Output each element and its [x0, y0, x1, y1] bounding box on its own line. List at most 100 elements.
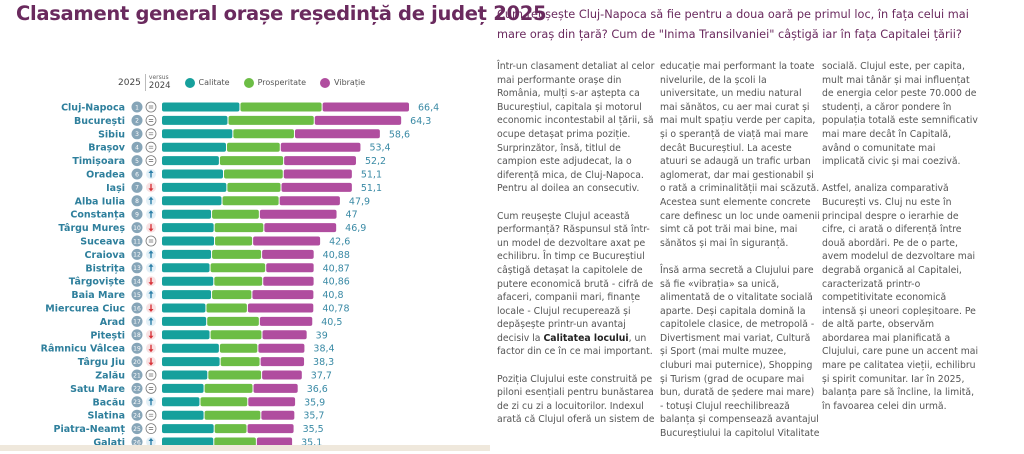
stacked-bar-chart: Cluj-Napoca 1 66,4 București 2 64,3 Sibiu 3 58,6… [41, 101, 439, 449]
total-label: 51,1 [361, 170, 382, 181]
total-label: 35,5 [303, 424, 324, 435]
bold-text: Calitatea locului [543, 332, 629, 344]
rank-number: 22 [133, 386, 141, 393]
bar-vibratie [314, 115, 402, 125]
equal-icon [145, 115, 157, 126]
bar-vibratie [260, 357, 305, 367]
rank-badge [131, 141, 143, 153]
bar-calitate [162, 343, 219, 353]
rank-number: 16 [133, 305, 141, 312]
bar-prosperitate [227, 182, 281, 192]
footer-band [0, 445, 490, 451]
bar-prosperitate [204, 383, 253, 393]
bar-prosperitate [219, 156, 284, 166]
bar-calitate [162, 169, 224, 179]
bar-calitate [162, 102, 240, 112]
rank-badge [131, 369, 143, 381]
rank-number: 18 [133, 332, 141, 339]
bar-calitate [162, 303, 206, 313]
bar-prosperitate [228, 115, 314, 125]
total-label: 53,4 [369, 143, 390, 154]
total-label: 35,1 [301, 438, 322, 449]
arrow-down-icon [148, 277, 154, 286]
city-label: Suceava [80, 237, 125, 248]
city-label: Bacău [93, 397, 125, 408]
city-label: Craiova [85, 250, 125, 261]
bar-vibratie [256, 437, 293, 447]
rank-badge [131, 382, 143, 394]
rank-number: 14 [133, 279, 141, 286]
arrow-up-icon [148, 250, 154, 258]
bar-prosperitate [212, 209, 259, 219]
rank-badge [131, 262, 143, 274]
bar-vibratie [283, 169, 352, 179]
city-label: Târgu Jiu [78, 357, 125, 368]
equal-icon [145, 423, 157, 435]
bar-vibratie [261, 410, 295, 420]
bar-vibratie [294, 129, 380, 139]
bar-vibratie [253, 383, 298, 393]
rank-badge [131, 275, 143, 287]
bar-calitate [162, 142, 226, 152]
legend-label: Prosperitate [257, 78, 307, 87]
arrow-down-icon [148, 183, 154, 192]
city-label: Sibiu [98, 129, 125, 140]
bar-prosperitate [212, 249, 262, 259]
rank-badge [131, 208, 143, 220]
total-label: 40,88 [323, 250, 350, 261]
legend-item-vibratie: Vibrație [320, 77, 365, 88]
total-label: 58,6 [389, 129, 410, 140]
rank-number: 1 [135, 104, 139, 111]
bar-calitate [162, 330, 210, 340]
rank-badge [131, 195, 143, 207]
bar-calitate [162, 263, 210, 273]
bar-calitate [162, 209, 212, 219]
rank-badge [131, 342, 143, 354]
bar-calitate [162, 316, 207, 326]
bar-prosperitate [206, 303, 247, 313]
arrow-up-icon [148, 317, 154, 325]
rank-number: 2 [135, 118, 139, 125]
bar-prosperitate [224, 169, 283, 179]
bar-calitate [162, 196, 222, 206]
city-label: Miercurea Ciuc [45, 304, 125, 315]
prosperitate-swatch [243, 77, 254, 88]
rank-badge [131, 302, 143, 314]
bar-vibratie [262, 249, 314, 259]
bar-prosperitate [210, 330, 262, 340]
rank-badge [131, 155, 143, 167]
bar-calitate [162, 249, 212, 259]
paragraph: Cum reușește Clujul această performanță?… [497, 210, 657, 360]
bar-calitate [162, 357, 220, 367]
bar-calitate [162, 129, 233, 139]
total-label: 40,78 [322, 304, 349, 315]
text: , un factor din ce în ce mai important. [497, 332, 653, 358]
rank-badge [131, 315, 143, 327]
bar-prosperitate [222, 196, 279, 206]
bar-prosperitate [220, 357, 260, 367]
city-label: Piatra-Neamț [54, 424, 126, 435]
bar-prosperitate [204, 410, 261, 420]
paragraph: Însă arma secretă a Clujului pare să fie… [660, 264, 820, 440]
equal-icon-lines [148, 145, 154, 149]
bar-vibratie [281, 182, 352, 192]
bar-prosperitate [215, 236, 253, 246]
bar-vibratie [259, 209, 337, 219]
rank-badge [131, 128, 143, 140]
total-label: 47 [346, 210, 358, 221]
rank-badge [131, 222, 143, 234]
bar-calitate [162, 236, 215, 246]
bar-vibratie [264, 223, 337, 233]
city-label: Timișoara [72, 156, 125, 167]
city-label: Râmnicu Vâlcea [41, 344, 125, 355]
rank-badge [131, 396, 143, 408]
rank-badge [131, 181, 143, 193]
rank-badge [131, 409, 143, 421]
arrow-up-icon [148, 397, 154, 406]
total-label: 36,6 [307, 384, 328, 395]
arrow-down-icon [148, 224, 154, 232]
rank-number: 21 [133, 372, 141, 379]
bar-calitate [162, 410, 204, 420]
bar-calitate [162, 383, 204, 393]
rank-badge [131, 423, 143, 435]
